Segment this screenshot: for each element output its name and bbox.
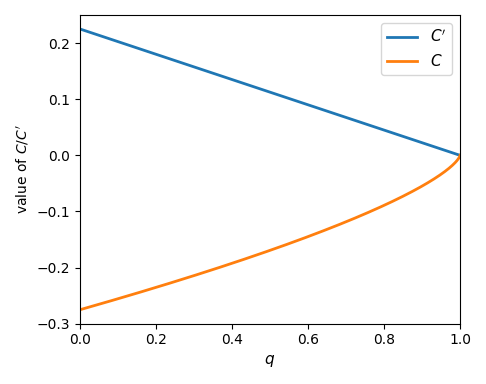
$C'$ xyxy=(116,40,122,44)
Y-axis label: value of $C/C'$: value of $C/C'$ xyxy=(15,124,31,214)
Line: $C'$: $C'$ xyxy=(80,29,460,156)
$C'$ xyxy=(244,82,250,87)
$C$ xyxy=(338,222,344,226)
Legend: $C'$, $C$: $C'$, $C$ xyxy=(381,23,452,75)
$C$ xyxy=(380,204,386,208)
X-axis label: $q$: $q$ xyxy=(264,353,276,369)
$C$ xyxy=(77,307,83,312)
$C'$ xyxy=(380,127,386,132)
$C'$ xyxy=(231,78,237,83)
$C$ xyxy=(244,256,250,260)
$C$ xyxy=(457,153,463,158)
$C$ xyxy=(231,260,237,265)
$C$ xyxy=(116,296,122,301)
$C'$ xyxy=(338,113,344,118)
$C'$ xyxy=(457,153,463,158)
$C'$ xyxy=(77,27,83,31)
Line: $C$: $C$ xyxy=(80,156,460,310)
$C$ xyxy=(373,207,379,211)
$C'$ xyxy=(373,125,379,130)
